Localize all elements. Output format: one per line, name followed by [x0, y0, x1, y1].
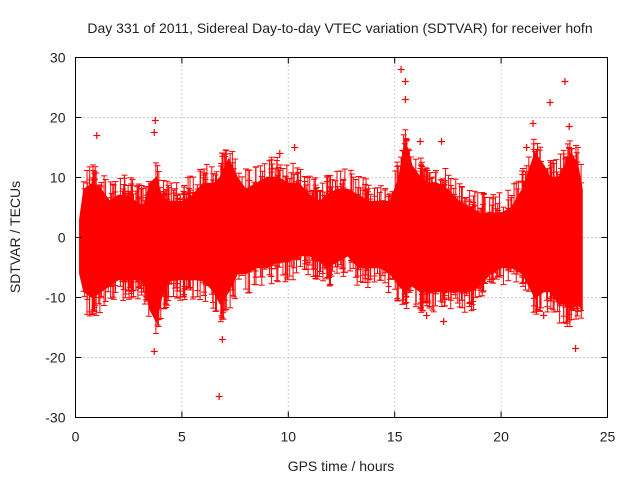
- outlier-point: [565, 123, 573, 130]
- outlier-point: [438, 138, 446, 145]
- y-tick-label: 0: [58, 230, 66, 246]
- y-tick-label: 20: [50, 110, 66, 126]
- y-tick-label: -30: [45, 410, 65, 426]
- outlier-point: [401, 78, 409, 85]
- y-axis-label: SDTVAR / TECUs: [7, 181, 23, 293]
- y-tick-label: -10: [45, 290, 65, 306]
- outlier-point: [401, 96, 409, 103]
- outlier-point: [529, 120, 537, 127]
- outlier-point: [440, 318, 448, 325]
- x-axis-label: GPS time / hours: [288, 458, 395, 474]
- outlier-point: [291, 144, 299, 151]
- x-axis-tick-labels: 0 5 10 15 20 25: [72, 429, 616, 445]
- outlier-points: [93, 66, 580, 400]
- x-tick-label: 20: [493, 429, 509, 445]
- outlier-point: [215, 393, 223, 400]
- outlier-point: [416, 138, 424, 145]
- outlier-point: [151, 117, 159, 124]
- outlier-point: [150, 348, 158, 355]
- outlier-point: [397, 66, 405, 73]
- y-tick-label: 10: [50, 170, 66, 186]
- outlier-point: [572, 345, 580, 352]
- y-tick-label: -20: [45, 350, 65, 366]
- data-series-sdtvar: [79, 129, 585, 335]
- outlier-point: [150, 129, 158, 136]
- x-tick-label: 0: [72, 429, 80, 445]
- x-tick-label: 5: [178, 429, 186, 445]
- outlier-point: [561, 78, 569, 85]
- axis-ticks: [75, 57, 608, 418]
- x-tick-label: 15: [387, 429, 403, 445]
- x-tick-label: 25: [600, 429, 616, 445]
- x-tick-label: 10: [281, 429, 297, 445]
- outlier-point: [546, 99, 554, 106]
- y-tick-label: 30: [50, 50, 66, 66]
- outlier-point: [218, 336, 226, 343]
- outlier-point: [93, 132, 101, 139]
- chart-title: Day 331 of 2011, Sidereal Day-to-day VTE…: [87, 20, 592, 36]
- outlier-point: [423, 312, 431, 319]
- outlier-point: [523, 144, 531, 151]
- y-axis-tick-labels: -30 -20 -10 0 10 20 30: [45, 50, 65, 426]
- outlier-point: [540, 312, 548, 319]
- outlier-point: [276, 150, 284, 157]
